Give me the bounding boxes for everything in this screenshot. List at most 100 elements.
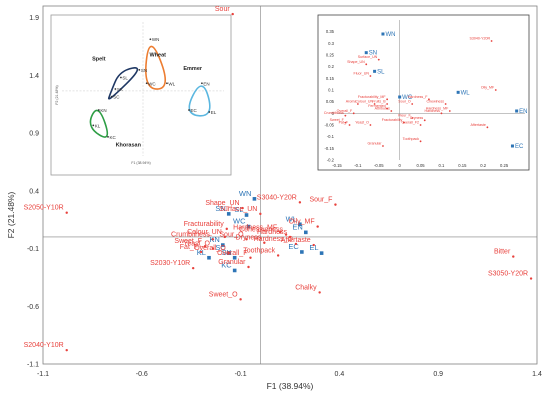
attribute-point-overall-o bbox=[227, 251, 230, 255]
main-x-tick-label: 0.4 bbox=[335, 371, 345, 378]
point-label-s2040-y10r: S2040-Y10R bbox=[24, 342, 64, 349]
point-label-s2050-y10r: S2050-Y10R bbox=[24, 205, 64, 212]
inset-zoom-y-tick-label: 0 bbox=[332, 111, 335, 116]
main-y-tick-label: 0.4 bbox=[29, 188, 39, 195]
inset-zoom-content: -0.15 -0.1 -0.05 0 0.05 0.1 0.15 0.2 0.25-0.2-0.… bbox=[324, 20, 527, 168]
point-label-s3040-y20r: S3040-Y20R bbox=[257, 194, 297, 201]
sample-point-sk bbox=[232, 255, 237, 260]
inset-zoom-attribute-label-fruits-b: Fruits_B bbox=[372, 100, 386, 104]
main-x-axis-label: F1 (38.94%) bbox=[267, 381, 314, 391]
point-label-kn: KN bbox=[209, 235, 219, 244]
inset-zoom-y-tick-label: 0.35 bbox=[326, 29, 335, 34]
inset-zoom-y-tick-label: 0.15 bbox=[326, 76, 335, 81]
sample-point-kn bbox=[221, 243, 225, 247]
point-label-toothpack: Toothpack bbox=[243, 247, 275, 254]
inset-zoom-attribute-label-granular: Granular bbox=[367, 142, 382, 146]
inset-group-point-kl bbox=[92, 124, 95, 127]
point-label-fracturability: Fracturability bbox=[184, 221, 225, 228]
main-y-tick-label: 1.4 bbox=[29, 73, 39, 80]
inset-group-point-label-sn: SN bbox=[141, 68, 147, 73]
attribute-point-hardness-mf bbox=[278, 231, 282, 234]
inset-group-point-label-kn: KN bbox=[100, 108, 106, 113]
inset-zoom-attribute-fleur-f bbox=[411, 117, 414, 119]
inset-zoom-attribute-label-chewiness: Chewiness bbox=[427, 100, 445, 104]
attribute-point-yeast-o bbox=[211, 247, 215, 250]
inset-zoom-attribute-fermented bbox=[386, 107, 389, 110]
point-label-surface-un: Surface_UN bbox=[219, 206, 257, 213]
inset-zoom-chart: -0.15 -0.1 -0.05 0 0.05 0.1 0.15 0.2 0.25-0.2-0.… bbox=[317, 14, 530, 171]
inset-zoom-x-tick-label: 0.05 bbox=[416, 163, 425, 168]
point-label-el: EL bbox=[309, 243, 318, 252]
attribute-point-sour-o bbox=[245, 238, 248, 241]
sample-point-wc bbox=[246, 224, 251, 229]
sample-point-ec bbox=[300, 250, 304, 254]
inset-zoom-attribute-attributes bbox=[390, 110, 393, 112]
inset-zoom-attribute-label-sweet-f: Sweet_F bbox=[330, 118, 345, 122]
inset-group-point-label-wl: WL bbox=[168, 81, 175, 86]
inset-zoom-attribute-fracturability bbox=[402, 121, 405, 124]
point-label-sour-f: Sour_F bbox=[309, 197, 332, 204]
point-label-s3050-y20r: S3050-Y20R bbox=[488, 271, 528, 278]
inset-zoom-y-tick-label: -0.15 bbox=[324, 146, 334, 151]
inset-zoom-sample-label-ec: EC bbox=[515, 144, 524, 150]
inset-group-point-label-sk: SK bbox=[117, 87, 123, 92]
main-y-tick-label: -0.1 bbox=[27, 246, 39, 253]
attribute-point-crumbliness bbox=[211, 238, 215, 241]
group-outline-spelt bbox=[108, 67, 139, 100]
point-label-overall-f: Overall_F bbox=[217, 250, 247, 257]
inset-zoom-attribute-hardness bbox=[440, 112, 443, 115]
inset-group-content: SN SL SC SK WN WC WL EN EC EL KN KL KC Spelt Wheat Emme… bbox=[62, 22, 224, 156]
inset-zoom-x-tick-label: 0.25 bbox=[500, 163, 509, 168]
point-label-wc: WC bbox=[233, 217, 246, 226]
point-label-shape-un: Shape_UN bbox=[205, 200, 239, 207]
point-label-sweet-o: Sweet_O bbox=[209, 291, 238, 298]
sample-point-en bbox=[304, 230, 308, 235]
inset-zoom-sample-wc bbox=[398, 95, 402, 99]
attribute-point-colour-un bbox=[223, 235, 226, 239]
attribute-point-sour bbox=[231, 12, 234, 16]
inset-zoom-attribute-s3040-y20r bbox=[490, 40, 493, 42]
inset-group-point-sn bbox=[138, 68, 141, 71]
main-x-tick-label: -0.6 bbox=[136, 371, 148, 378]
inset-zoom-attribute-label-fracturability: Fracturability bbox=[382, 118, 403, 122]
inset-zoom-attribute-label-crumbliness: Crumbliness bbox=[324, 111, 344, 115]
sample-point-kl bbox=[207, 255, 211, 260]
point-label-colour-un: Colour_UN bbox=[187, 229, 222, 236]
sample-point-sn bbox=[226, 212, 231, 216]
inset-group-point-kn bbox=[97, 109, 100, 111]
main-y-axis-label: F2 (21.48%) bbox=[6, 191, 16, 238]
inset-zoom-attribute-aftertaste bbox=[486, 126, 489, 129]
inset-group-point-wc bbox=[145, 82, 148, 85]
attribute-point-s3040-y20r bbox=[298, 201, 302, 204]
point-label-crumbliness: Crumbliness bbox=[171, 231, 210, 238]
main-x-tick-label: -0.1 bbox=[235, 371, 247, 378]
point-label-hardness-mf: Hardness_MF bbox=[233, 224, 277, 231]
attribute-point-aftertaste bbox=[312, 243, 315, 247]
main-x-tick-label: -1.1 bbox=[37, 371, 49, 378]
main-y-tick-label: -1.1 bbox=[27, 362, 39, 369]
inset-zoom-attribute-label-fleur-f: Fleur_F bbox=[398, 114, 411, 118]
inset-zoom-attribute-label-sour-o: Sour_O bbox=[398, 100, 411, 104]
inset-group-point-label-ec: EC bbox=[191, 108, 198, 113]
point-label-fat-f: Fat_F bbox=[180, 244, 198, 251]
inset-zoom-attribute-hardness-f bbox=[428, 98, 430, 101]
inset-zoom-sample-wn bbox=[381, 32, 385, 36]
inset-zoom-attribute-overall-f bbox=[352, 112, 355, 115]
inset-zoom-y-tick-label: -0.05 bbox=[324, 123, 334, 128]
point-label-kc: KC bbox=[221, 260, 232, 269]
point-label-sweet-f: Sweet_F bbox=[174, 238, 202, 245]
inset-zoom-attribute-sour-o bbox=[411, 103, 414, 105]
attribute-point-bitter bbox=[512, 255, 515, 258]
main-plot-frame bbox=[42, 5, 538, 365]
inset-zoom-attribute-label-aftertaste: Aftertaste bbox=[471, 123, 486, 127]
inset-zoom-attribute-label-oily-mf: Oily_MF bbox=[481, 86, 495, 90]
inset-zoom-attribute-label-yeast-o: Yeast_O bbox=[355, 121, 369, 125]
attribute-point-overall-f bbox=[249, 256, 252, 259]
point-label-hardness: Hardness bbox=[257, 229, 287, 236]
attribute-point-s2050-y10r bbox=[65, 211, 68, 214]
inset-group-y-axis-label: F2 (21.48%) bbox=[55, 85, 59, 104]
group-outline-wheat bbox=[145, 45, 166, 90]
inset-zoom-attribute-label-hardness-f: Hardness_F bbox=[408, 95, 428, 99]
inset-zoom-attribute-label-surface-un: Surface_UN bbox=[358, 55, 378, 59]
